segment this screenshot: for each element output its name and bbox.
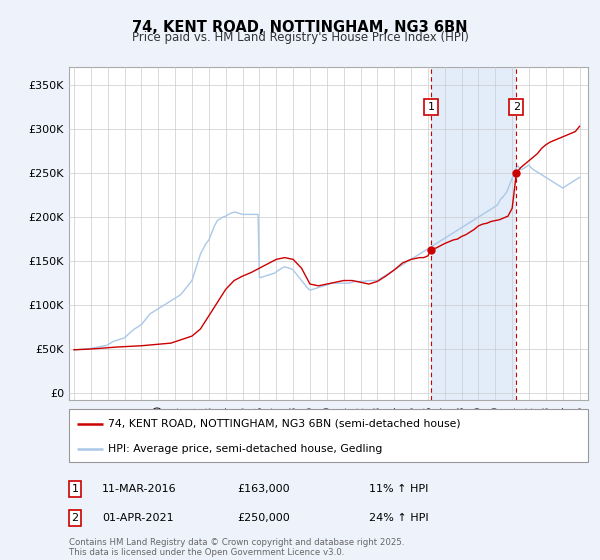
Text: 01-APR-2021: 01-APR-2021 <box>102 513 173 523</box>
Text: 2: 2 <box>71 513 79 523</box>
Text: 74, KENT ROAD, NOTTINGHAM, NG3 6BN: 74, KENT ROAD, NOTTINGHAM, NG3 6BN <box>132 20 468 35</box>
Text: 24% ↑ HPI: 24% ↑ HPI <box>369 513 428 523</box>
Text: 1: 1 <box>71 484 79 494</box>
Text: 74, KENT ROAD, NOTTINGHAM, NG3 6BN (semi-detached house): 74, KENT ROAD, NOTTINGHAM, NG3 6BN (semi… <box>108 419 461 429</box>
Text: £163,000: £163,000 <box>237 484 290 494</box>
Bar <box>431 67 517 400</box>
Text: Contains HM Land Registry data © Crown copyright and database right 2025.
This d: Contains HM Land Registry data © Crown c… <box>69 538 404 557</box>
FancyBboxPatch shape <box>69 409 588 462</box>
Text: HPI: Average price, semi-detached house, Gedling: HPI: Average price, semi-detached house,… <box>108 444 382 454</box>
Text: 1: 1 <box>428 102 434 112</box>
Text: 11% ↑ HPI: 11% ↑ HPI <box>369 484 428 494</box>
Text: £250,000: £250,000 <box>237 513 290 523</box>
Text: 11-MAR-2016: 11-MAR-2016 <box>102 484 176 494</box>
Text: Price paid vs. HM Land Registry's House Price Index (HPI): Price paid vs. HM Land Registry's House … <box>131 31 469 44</box>
Text: 2: 2 <box>513 102 520 112</box>
